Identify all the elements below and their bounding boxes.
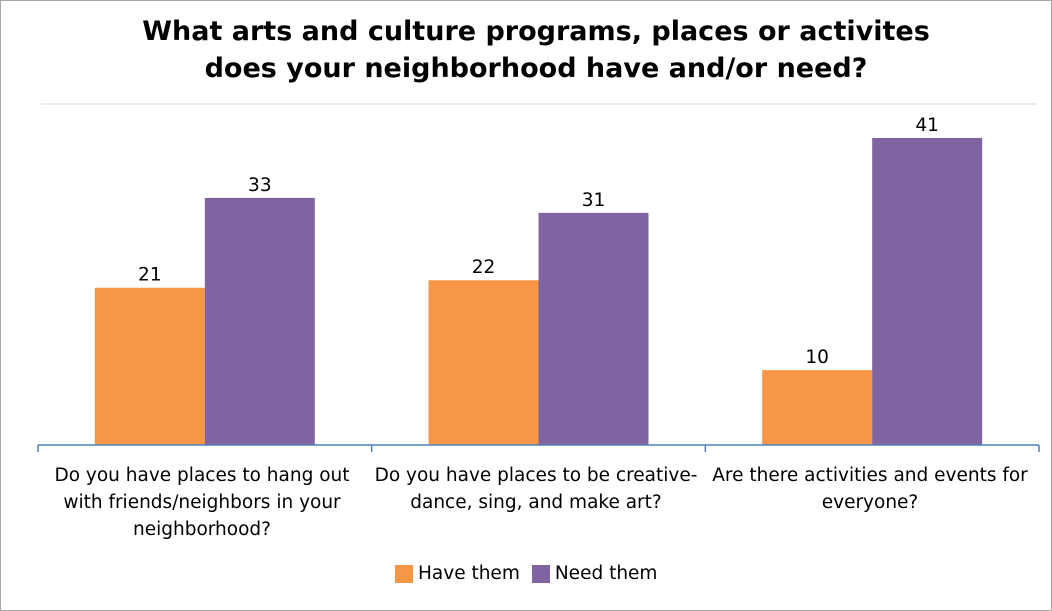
legend-label: Need them: [554, 563, 658, 584]
data-labels-group: 21 33 22 31 10 41: [138, 115, 939, 368]
data-label: 21: [138, 265, 162, 286]
legend-label: Have them: [418, 563, 520, 584]
legend-item-need: Need them: [531, 563, 658, 584]
bar-need: [538, 212, 649, 445]
legend: Have them Need them: [395, 563, 669, 584]
x-axis: [37, 444, 1040, 452]
data-label: 33: [248, 175, 272, 196]
category-label: Do you have places to be creative- dance…: [374, 465, 698, 513]
chart-title: What arts and culture programs, places o…: [142, 16, 930, 84]
bar-need: [204, 197, 315, 445]
legend-item-have: Have them: [395, 563, 520, 584]
bar-have: [762, 370, 873, 445]
bar-have: [428, 280, 539, 445]
data-label: 22: [472, 257, 496, 278]
category-label: Do you have places to hang out with frie…: [54, 465, 350, 540]
bar-need: [872, 137, 983, 445]
data-label: 41: [915, 115, 939, 136]
category-label: Are there activities and events for ever…: [712, 465, 1028, 513]
data-label: 31: [582, 190, 606, 211]
data-label: 10: [805, 347, 829, 368]
bar-have: [94, 287, 205, 445]
legend-swatch: [531, 564, 550, 583]
bars-group: [94, 137, 983, 445]
legend-swatch: [395, 564, 413, 583]
